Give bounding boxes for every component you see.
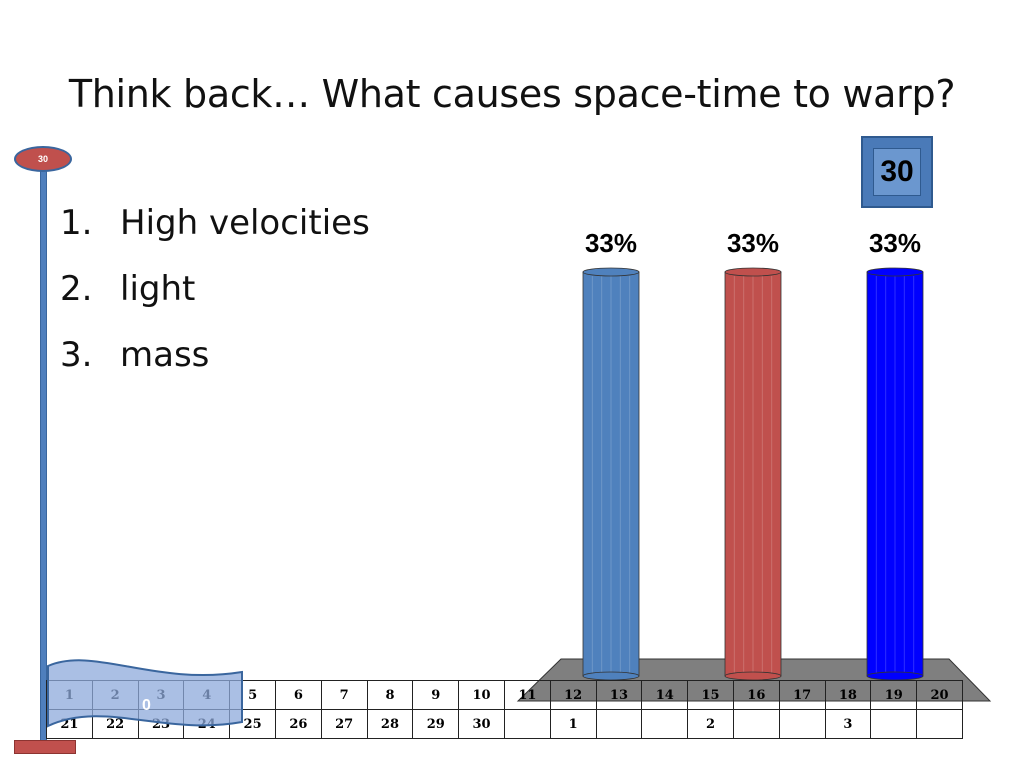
bar-bottom xyxy=(582,671,640,681)
bar-body xyxy=(724,271,782,677)
answer-option-2[interactable]: 2. light xyxy=(60,256,370,322)
bar-3 xyxy=(866,267,924,681)
answer-text: mass xyxy=(120,335,210,375)
answer-number: 1. xyxy=(60,203,93,243)
answer-option-1[interactable]: 1. High velocities xyxy=(60,190,370,256)
grid-cell xyxy=(595,709,643,739)
response-grid: 1234567891011121314151617181920 21222324… xyxy=(46,680,963,739)
grid-cell: 18 xyxy=(824,680,872,710)
grid-cell: 11 xyxy=(503,680,551,710)
grid-cell: 19 xyxy=(870,680,918,710)
bar-body xyxy=(582,271,640,677)
flag-label: 0 xyxy=(142,697,151,714)
grid-cell: 20 xyxy=(916,680,963,710)
grid-cell xyxy=(503,709,551,739)
grid-cell: 14 xyxy=(641,680,689,710)
answer-text: High velocities xyxy=(120,203,370,243)
grid-cell: 7 xyxy=(320,680,368,710)
timer-cap: 30 xyxy=(14,146,72,172)
answer-number: 3. xyxy=(60,335,93,375)
grid-cell xyxy=(641,709,689,739)
bar-top xyxy=(724,267,782,277)
timer-base xyxy=(14,740,76,754)
grid-cell xyxy=(916,709,963,739)
countdown-box: 30 xyxy=(861,136,933,208)
grid-cell: 10 xyxy=(458,680,505,710)
grid-cell: 16 xyxy=(732,680,780,710)
bar-body xyxy=(866,271,924,677)
grid-cell: 25 xyxy=(229,709,276,739)
answer-number: 2. xyxy=(60,269,93,309)
timer-flag: 0 xyxy=(47,659,243,728)
bar-data-label: 33% xyxy=(869,228,921,258)
grid-cell: 9 xyxy=(412,680,460,710)
grid-cell: 27 xyxy=(320,709,368,739)
grid-cell: 12 xyxy=(549,680,597,710)
grid-cell: 6 xyxy=(274,680,322,710)
grid-cell: 8 xyxy=(366,680,414,710)
grid-cell: 17 xyxy=(778,680,826,710)
bar-data-label: 33% xyxy=(727,228,779,258)
grid-cell: 3 xyxy=(824,709,872,739)
bar-1 xyxy=(582,267,640,681)
grid-cell: 15 xyxy=(687,680,734,710)
grid-cell: 29 xyxy=(412,709,460,739)
bar-top xyxy=(582,267,640,277)
grid-cell xyxy=(778,709,826,739)
flag-shape xyxy=(47,659,243,728)
grid-cell: 2 xyxy=(687,709,734,739)
grid-cell: 1 xyxy=(549,709,597,739)
grid-cell xyxy=(732,709,780,739)
bar-bottom xyxy=(724,671,782,681)
slide-title: Think back… What causes space-time to wa… xyxy=(68,72,956,116)
countdown-value: 30 xyxy=(873,148,921,196)
grid-cell: 26 xyxy=(274,709,322,739)
answer-option-3[interactable]: 3. mass xyxy=(60,322,370,388)
grid-cell: 28 xyxy=(366,709,414,739)
grid-cell xyxy=(870,709,918,739)
bar-data-label: 33% xyxy=(585,228,637,258)
answer-list: 1. High velocities 2. light 3. mass xyxy=(60,190,370,388)
answer-text: light xyxy=(120,269,196,309)
grid-cell: 30 xyxy=(458,709,505,739)
bar-top xyxy=(866,267,924,277)
bar-bottom xyxy=(866,671,924,681)
grid-cell: 13 xyxy=(595,680,643,710)
bar-2 xyxy=(724,267,782,681)
